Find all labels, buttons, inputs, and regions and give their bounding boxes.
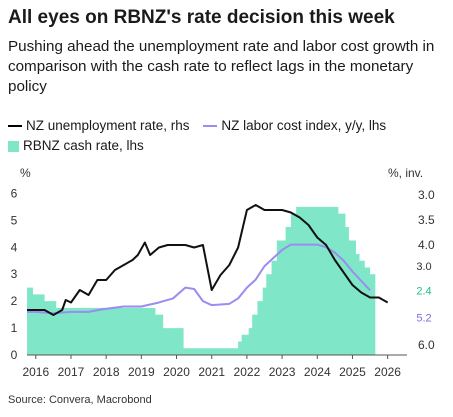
x-tick-label: 2024 xyxy=(304,365,331,379)
x-tick-label: 2020 xyxy=(163,365,190,379)
right-axis-unit: %, inv. xyxy=(388,166,424,180)
x-tick-label: 2023 xyxy=(269,365,296,379)
x-tick-label: 2022 xyxy=(234,365,261,379)
legend-label-labor-cost: NZ labor cost index, y/y, lhs xyxy=(221,118,387,133)
cash-rate-area xyxy=(27,206,376,355)
legend-item-cash-rate: RBNZ cash rate, lhs xyxy=(8,136,144,156)
x-tick-label: 2018 xyxy=(93,365,120,379)
annotation-label: 2.4 xyxy=(416,285,431,297)
y-right-tick-label: 3.5 xyxy=(418,213,435,227)
y-left-tick-label: 0 xyxy=(11,348,18,362)
left-axis-unit: % xyxy=(20,166,31,180)
legend: NZ unemployment rate, rhs NZ labor cost … xyxy=(8,116,448,156)
legend-label-unemployment: NZ unemployment rate, rhs xyxy=(26,118,190,133)
chart-title: All eyes on RBNZ's rate decision this we… xyxy=(8,7,395,28)
y-right-tick-label: 3.0 xyxy=(418,188,435,202)
annotation-label: 3.0 xyxy=(416,261,431,273)
legend-key-cash-rate xyxy=(8,140,19,152)
unemployment-line xyxy=(27,204,389,316)
labor-cost-line xyxy=(27,243,371,315)
y-left-tick-label: 5 xyxy=(11,213,18,227)
x-tick-label: 2017 xyxy=(58,365,85,379)
y-right-tick-label: 6.0 xyxy=(418,338,435,352)
legend-item-labor-cost: NZ labor cost index, y/y, lhs xyxy=(203,116,386,136)
y-left-tick-label: 3 xyxy=(11,267,18,281)
legend-key-unemployment xyxy=(8,125,22,128)
source-note: Source: Convera, Macrobond xyxy=(8,394,152,406)
y-left-tick-label: 1 xyxy=(11,321,18,335)
y-left-tick-label: 2 xyxy=(11,294,18,308)
x-tick-label: 2026 xyxy=(374,365,401,379)
y-left-tick-label: 6 xyxy=(11,186,18,200)
legend-key-labor-cost xyxy=(203,125,218,128)
x-tick-label: 2025 xyxy=(339,365,366,379)
x-tick-label: 2016 xyxy=(22,365,49,379)
y-left-tick-label: 4 xyxy=(11,240,18,254)
legend-item-unemployment: NZ unemployment rate, rhs xyxy=(8,116,190,136)
x-tick-label: 2021 xyxy=(198,365,225,379)
chart-subtitle: Pushing ahead the unemployment rate and … xyxy=(8,38,435,95)
x-tick-label: 2019 xyxy=(128,365,155,379)
y-right-tick-label: 4.0 xyxy=(418,238,435,252)
annotation-label: 5.2 xyxy=(416,312,431,324)
legend-label-cash-rate: RBNZ cash rate, lhs xyxy=(23,138,144,153)
